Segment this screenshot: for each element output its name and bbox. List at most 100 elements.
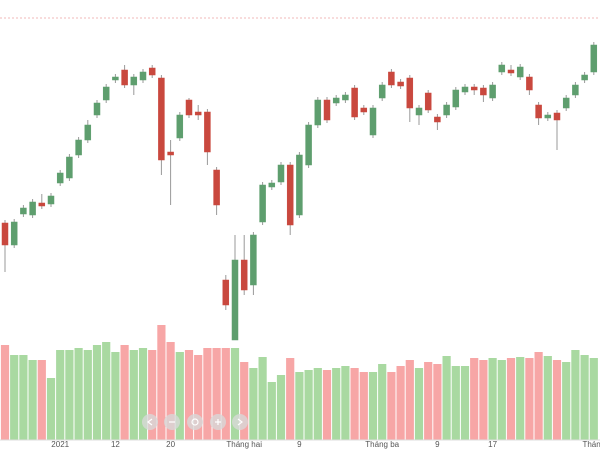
candle-body	[213, 169, 220, 206]
candle-body	[139, 71, 147, 81]
candle-body	[314, 99, 322, 126]
candle-body	[47, 195, 55, 205]
candle-body	[204, 111, 211, 153]
candle-body	[148, 67, 156, 76]
volume-bar	[368, 372, 378, 440]
volume-bar	[240, 362, 249, 440]
candle-body	[369, 107, 377, 136]
x-tick-label: 9	[435, 440, 440, 449]
candle-body	[185, 99, 193, 116]
candle-body	[20, 207, 27, 215]
candle-body	[434, 116, 441, 123]
x-tick-label: Tháng ba	[365, 440, 399, 449]
candle-body	[268, 182, 276, 188]
volume-bar	[497, 360, 506, 440]
volume-bar	[424, 362, 433, 440]
candle-body	[323, 99, 331, 121]
candle-body	[452, 89, 460, 108]
candle-body	[250, 234, 257, 286]
icon	[215, 419, 221, 425]
candle-body	[590, 44, 598, 73]
volume-bar	[148, 350, 157, 440]
volume-bar	[138, 348, 148, 440]
candle-body	[176, 114, 184, 139]
candle-body	[388, 71, 395, 86]
volume-bar	[10, 355, 19, 440]
volume-bar	[129, 350, 138, 440]
scroll-left-button[interactable]	[142, 414, 158, 430]
candle-body	[360, 107, 368, 113]
volume-bar	[470, 358, 479, 440]
volume-bar	[230, 348, 240, 440]
candle-body	[572, 84, 579, 96]
volume-bar	[562, 362, 571, 440]
volume-bar	[221, 348, 230, 440]
candle-body	[470, 86, 478, 91]
icon	[147, 418, 153, 426]
candle-body	[231, 259, 239, 341]
volume-bar	[322, 370, 332, 440]
candle-body	[130, 76, 138, 86]
candle-body	[489, 84, 496, 99]
candle-body	[194, 111, 202, 116]
volume-bar	[249, 368, 258, 440]
candle-body	[516, 66, 524, 78]
volume-bar	[46, 378, 56, 440]
volume-bar	[589, 358, 598, 440]
candle-body	[507, 69, 515, 74]
candle-body	[526, 76, 533, 91]
scroll-right-button[interactable]	[232, 414, 248, 430]
volume-bar	[28, 360, 37, 440]
x-tick-label: Tháng hai	[226, 440, 262, 449]
plot	[0, 42, 598, 440]
volume-bar	[286, 358, 295, 440]
volume-bar	[525, 358, 534, 440]
volume-bar	[341, 366, 350, 440]
volume-bar	[74, 348, 83, 440]
candle-body	[38, 202, 46, 207]
volume-bar	[580, 355, 589, 440]
volume-bar	[65, 350, 74, 440]
volume-bar	[516, 357, 525, 440]
volume-bar	[258, 357, 267, 440]
volume-bar	[552, 360, 562, 440]
volume-bar	[359, 372, 368, 440]
x-tick-label: 20	[166, 440, 175, 449]
volume-bar	[212, 348, 221, 440]
candle-body	[102, 86, 110, 101]
candle-body	[443, 104, 450, 116]
volume-bar	[166, 342, 175, 440]
volume-bar	[460, 366, 470, 440]
volume-bar	[479, 360, 488, 440]
volume-bar	[92, 345, 102, 440]
volume-bar	[313, 368, 322, 440]
volume-bar	[111, 352, 120, 440]
volume-bar	[83, 350, 92, 440]
volume-bar	[194, 355, 203, 440]
x-tick-label: 9	[297, 440, 302, 449]
volume-bar	[267, 382, 276, 440]
candle-body	[277, 164, 285, 183]
volume-bar	[405, 360, 414, 440]
volume-bar	[19, 355, 28, 440]
volume-bar	[175, 352, 184, 440]
candle-body	[56, 172, 64, 184]
icon	[191, 418, 199, 426]
candle-body	[112, 76, 119, 81]
candle-body	[553, 112, 561, 121]
candle-body	[332, 97, 340, 104]
volume-bar	[396, 366, 405, 440]
x-tick-label: Tháng	[582, 440, 600, 449]
candle-body	[1, 222, 9, 246]
candle-body	[406, 77, 414, 109]
volume-bar	[571, 350, 580, 440]
candle-body	[351, 87, 358, 118]
reset-button[interactable]	[187, 414, 203, 430]
volume-bar	[506, 358, 516, 440]
volume-bar	[295, 372, 304, 440]
volume-bar	[184, 350, 194, 440]
volume-bar	[350, 368, 359, 440]
volume-bar	[157, 325, 166, 440]
volume-bar	[451, 366, 460, 440]
